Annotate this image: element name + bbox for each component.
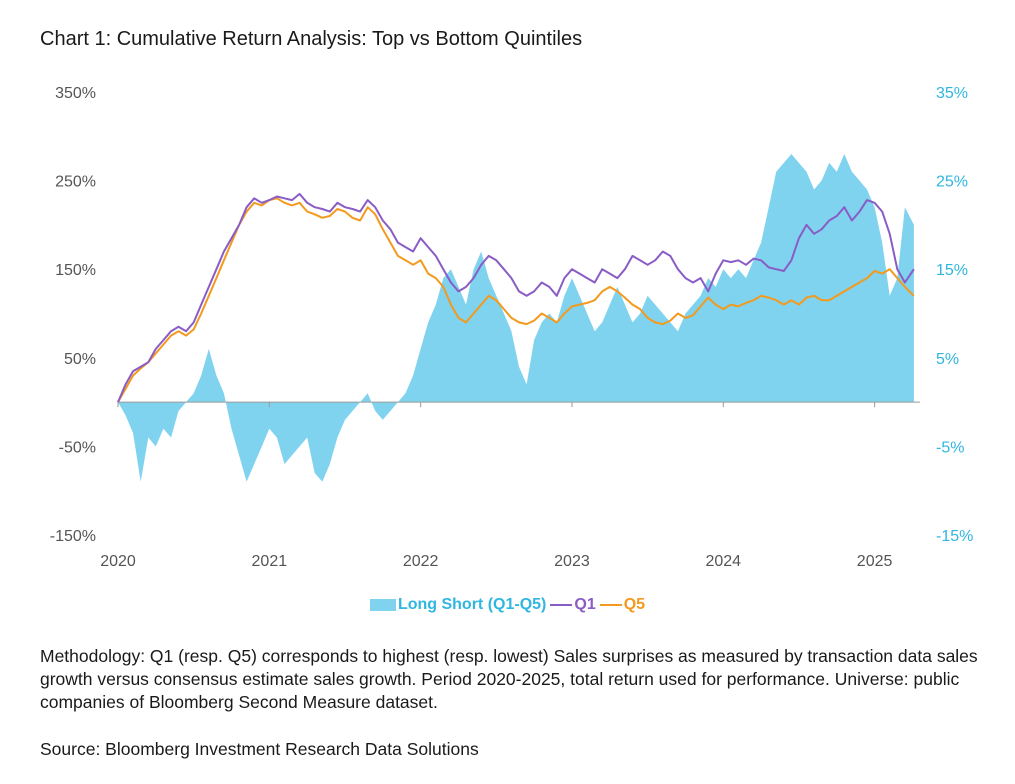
methodology-note: Methodology: Q1 (resp. Q5) corresponds t… [40,646,978,712]
long-short-area [118,154,914,482]
right-axis-tick: -5% [936,439,964,456]
legend-q1-label: Q1 [574,596,596,613]
x-axis-tick: 2023 [554,553,590,570]
legend-q5-swatch [599,604,622,606]
legend-long-short-swatch [369,599,396,611]
x-axis-tick: 2024 [705,553,741,570]
right-axis-tick: 15% [936,262,968,279]
right-axis-tick: 25% [936,174,968,191]
left-axis-tick: 250% [55,174,96,191]
x-axis-tick: 2020 [100,553,136,570]
left-axis-tick: -150% [50,528,96,545]
legend-q1: Q1 [550,596,596,614]
left-axis-tick: 150% [55,262,96,279]
left-axis-tick: 50% [64,351,96,368]
legend-long-short-label: Long Short (Q1-Q5) [397,596,547,613]
x-axis-tick: 2021 [252,553,288,570]
series-line-q1 [117,192,915,403]
right-axis-tick: -15% [936,528,973,545]
left-axis-tick: -50% [59,439,96,456]
legend-q5: Q5 [599,596,646,614]
chart-title: Chart 1: Cumulative Return Analysis: Top… [40,28,583,50]
legend-q1-swatch [550,604,573,606]
right-axis-tick: 35% [936,85,968,102]
x-axis-tick: 2025 [857,553,893,570]
legend-long-short: Long Short (Q1-Q5) [369,596,547,614]
series-line-q5 [117,197,915,403]
left-axis-tick: 350% [55,85,96,102]
legend-q5-label: Q5 [623,596,646,613]
right-axis-tick: 5% [936,351,959,368]
x-axis-tick: 2022 [403,553,439,570]
legend: Long Short (Q1-Q5) Q1 Q5 [0,596,1015,614]
chart-canvas: 350% 250% 150% 50% -50% -150% 35% 25% 15% 5% -5% -1… [50,85,974,570]
source-note: Source: Bloomberg Investment Research Da… [40,739,479,759]
